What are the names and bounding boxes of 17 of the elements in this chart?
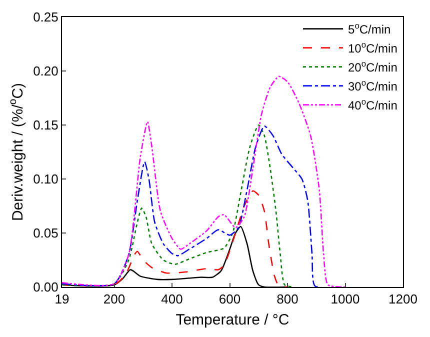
y-tick-label: 0.25 [33,10,58,25]
y-tick-label: 0.20 [33,64,58,79]
legend-label: 20$^{o}$C/min [348,58,398,74]
y-tick-label: 0.10 [33,172,58,187]
x-tick-label: 200 [103,292,126,307]
x-tick-label: 1000 [330,292,360,307]
x-tick-label: 400 [161,292,183,307]
y-tick-label: 0.15 [33,118,58,133]
x-tick-label: 800 [276,292,298,307]
y-tick-label: 0.05 [33,226,58,241]
x-tick-label: 1200 [388,292,418,307]
x-tick-label: 600 [218,292,241,307]
legend-label: 10$^{o}$C/min [348,39,398,56]
legend-label: 30$^{o}$C/min [348,77,398,94]
legend-label: 40$^{o}$C/min [348,96,398,112]
x-axis-title: Temperature / °C [176,312,290,329]
legend-label: 5$^{o}$C/min [348,20,391,36]
